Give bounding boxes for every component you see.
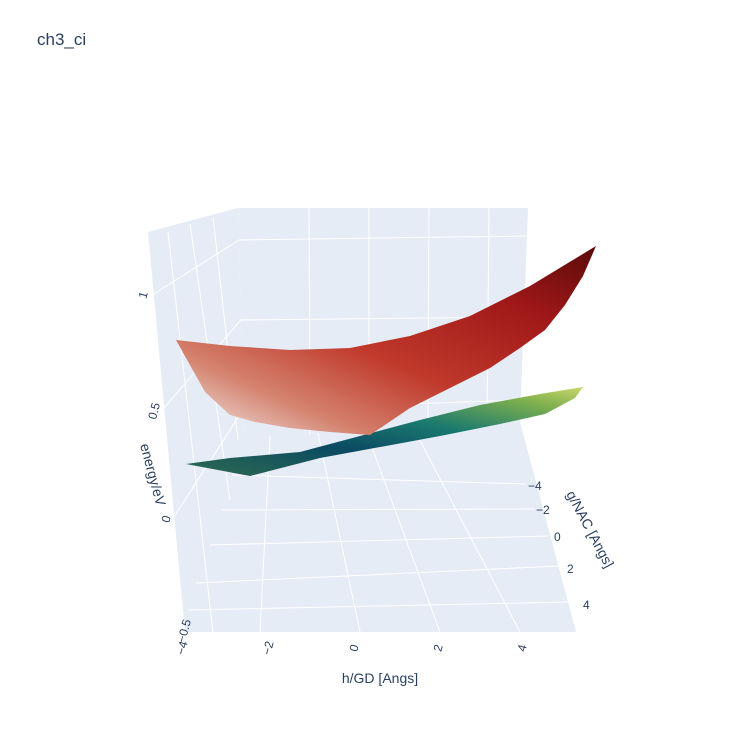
z-axis-label: energy/eV xyxy=(137,442,169,508)
y-tick: −4 xyxy=(528,479,542,493)
chart-title: ch3_ci xyxy=(37,30,86,49)
floor-pane xyxy=(185,422,576,632)
x-axis-label: h/GD [Angs] xyxy=(342,670,418,686)
upper-surface[interactable] xyxy=(176,246,596,435)
left-pane xyxy=(148,208,244,632)
x-tick: 0 xyxy=(347,643,362,653)
x-tick: −4 xyxy=(174,639,191,656)
z-tick: 0 xyxy=(159,514,174,524)
y-tick: 0 xyxy=(554,530,561,544)
x-tick: −2 xyxy=(260,639,277,656)
lower-surface[interactable] xyxy=(186,387,583,476)
y-tick: 4 xyxy=(583,598,590,612)
x-axis: −4 −2 0 2 4 h/GD [Angs] xyxy=(174,639,530,686)
y-tick: −2 xyxy=(536,503,550,517)
z-tick: −0.5 xyxy=(174,617,194,644)
z-tick: 0.5 xyxy=(145,401,163,421)
x-tick: 2 xyxy=(431,643,446,653)
x-tick: 4 xyxy=(515,643,530,653)
z-tick: 1 xyxy=(136,290,151,300)
y-tick: 2 xyxy=(567,562,574,576)
